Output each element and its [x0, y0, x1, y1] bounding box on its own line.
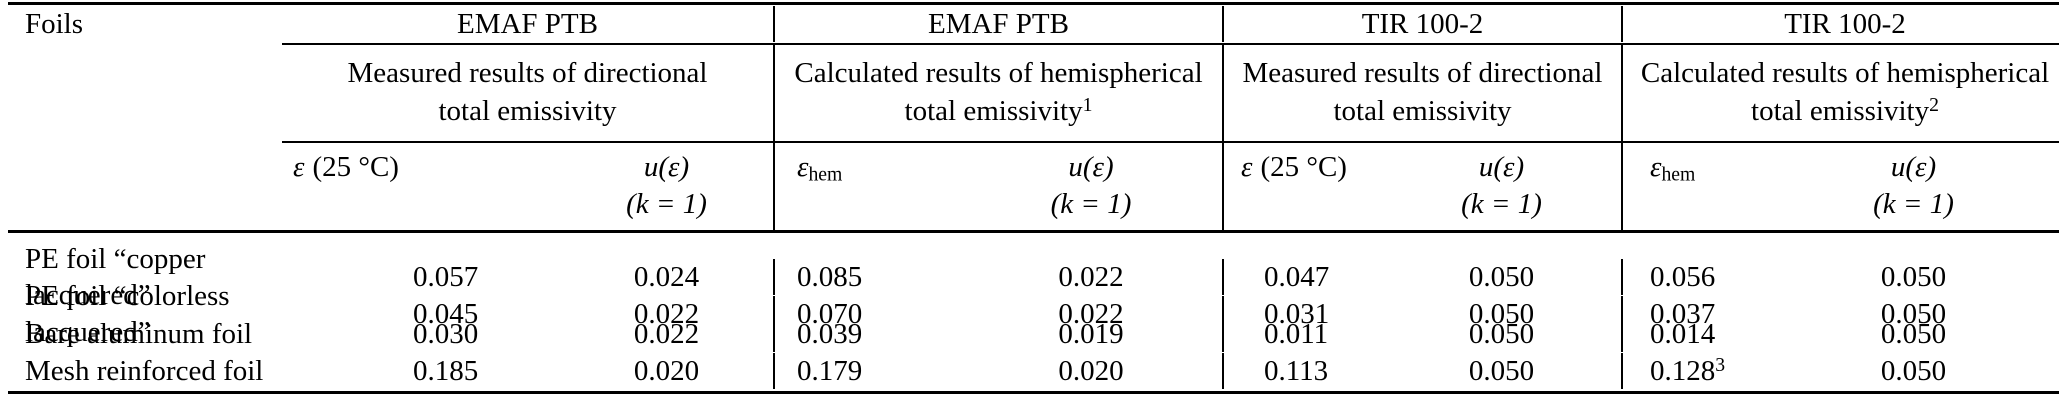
- group-description: Measured results of directional total em…: [347, 57, 708, 127]
- value-cell: 0.024: [633, 261, 700, 293]
- value-cell: 0.039: [773, 315, 960, 352]
- table-row: PE foil “colorless lacquered” 0.045 0.02…: [0, 278, 2067, 348]
- group-header-emaf-calculated: EMAF PTB: [773, 6, 1222, 42]
- value-cell: 0.022: [633, 298, 700, 330]
- value-cell: 0.113: [1222, 352, 1382, 389]
- value-cell: 0.050: [1468, 298, 1535, 330]
- col-header-epsilon-hem: εhem: [1621, 143, 1760, 230]
- table-body: PE foil “copper lacquered” 0.057 0.024 0…: [0, 233, 2067, 391]
- bottom-rule: [8, 391, 2059, 394]
- group-header-tir-calculated: TIR 100-2: [1621, 6, 2067, 42]
- value-cell: 0.050: [1880, 261, 1947, 293]
- row-label: PE foil “colorless lacquered”: [25, 280, 230, 348]
- col-header-epsilon-hem: εhem: [773, 143, 960, 230]
- table-row: Mesh reinforced foil 0.185 0.020 0.179 0…: [0, 352, 2067, 389]
- footnote-marker: 1: [1082, 94, 1093, 117]
- footnote-marker: 2: [1929, 94, 1939, 117]
- value-cell: 0.045: [413, 298, 479, 330]
- row-label: Mesh reinforced foil: [25, 354, 264, 387]
- value-cell: 0.050: [1880, 298, 1947, 330]
- description-underline-rule: [282, 141, 2059, 143]
- value-cell: 0.022: [633, 317, 700, 350]
- value-cell: 0.037: [1621, 296, 1760, 332]
- row-label: Bare aluminum foil: [25, 317, 253, 350]
- value-cell: 0.050: [1880, 317, 1947, 350]
- column-header-row: ε (25 °C) u(ε) (k = 1) εhem u(ε) (k = 1) …: [0, 143, 2067, 230]
- empty-cell: [0, 45, 282, 141]
- col-header-uncertainty: u(ε) (k = 1): [626, 151, 707, 220]
- value-cell: 0.050: [1880, 354, 1947, 387]
- value-cell: 0.014: [1621, 315, 1760, 352]
- value-cell: 0.030: [413, 317, 479, 350]
- group-name-row: Foils EMAF PTB EMAF PTB TIR 100-2 TIR 10…: [0, 5, 2067, 43]
- value-cell: 0.020: [633, 354, 700, 387]
- value-cell: 0.020: [1058, 354, 1124, 387]
- col-header-epsilon: ε (25 °C): [293, 151, 399, 183]
- value-cell: 0.022: [1058, 261, 1124, 293]
- value-cell: 0.022: [1058, 298, 1124, 330]
- group-description-row: Measured results of directional total em…: [0, 45, 2067, 141]
- value-cell: 0.1283: [1621, 352, 1760, 389]
- value-cell: 0.050: [1468, 261, 1535, 293]
- col-header-uncertainty: u(ε) (k = 1): [1050, 151, 1132, 220]
- col-header-uncertainty: u(ε) (k = 1): [1461, 151, 1542, 220]
- value-cell: 0.056: [1621, 259, 1760, 295]
- value-cell: 0.070: [773, 296, 960, 332]
- value-cell: 0.011: [1222, 315, 1382, 352]
- row-label: PE foil “copper lacquered”: [25, 243, 206, 311]
- row-header-label: Foils: [25, 8, 84, 40]
- footnote-marker: 3: [1715, 353, 1726, 376]
- value-cell: 0.085: [773, 259, 960, 295]
- group-header-emaf-measured: EMAF PTB: [456, 8, 598, 40]
- group-description: Calculated results of hemispherical tota…: [773, 45, 1222, 141]
- table-row: Bare aluminum foil 0.030 0.022 0.039 0.0…: [0, 315, 2067, 352]
- value-cell: 0.019: [1058, 317, 1124, 350]
- top-rule: [8, 2, 2059, 5]
- group-description: Calculated results of hemispherical tota…: [1621, 45, 2067, 141]
- value-cell: 0.185: [413, 354, 479, 387]
- value-cell: 0.050: [1468, 317, 1535, 350]
- col-header-uncertainty: u(ε) (k = 1): [1873, 151, 1954, 220]
- table-row: PE foil “copper lacquered” 0.057 0.024 0…: [0, 241, 2067, 311]
- group-underline-rule: [282, 43, 2059, 45]
- value-cell: 0.031: [1222, 296, 1382, 332]
- col-header-epsilon: ε (25 °C): [1222, 143, 1382, 230]
- group-description: Measured results of directional total em…: [1222, 45, 1621, 141]
- value-cell: 0.047: [1222, 259, 1382, 295]
- header-body-rule: [8, 230, 2059, 233]
- value-cell: 0.057: [413, 261, 479, 293]
- value-cell: 0.179: [773, 352, 960, 389]
- group-header-tir-measured: TIR 100-2: [1222, 6, 1621, 42]
- empty-cell: [0, 143, 282, 230]
- value-cell: 0.050: [1468, 354, 1535, 387]
